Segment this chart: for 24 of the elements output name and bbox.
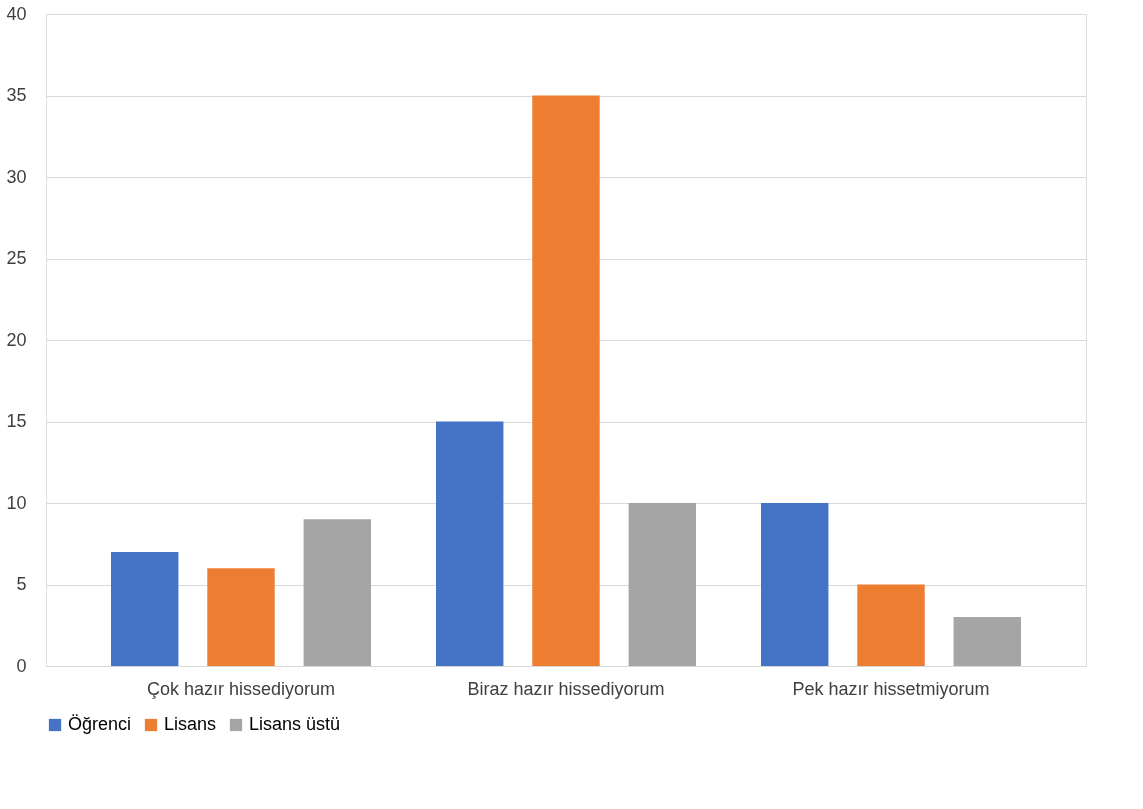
x-tick-label: Çok hazır hissediyorum	[146, 678, 336, 699]
legend-label: Lisans	[164, 714, 217, 734]
x-tick-label: Pek hazır hissetmiyorum	[792, 678, 990, 699]
legend-label: Lisans üstü	[249, 714, 341, 734]
y-tick-label: 10	[6, 492, 27, 513]
bar	[111, 551, 179, 666]
legend-label: Öğrenci	[68, 714, 132, 734]
y-tick-label: 35	[6, 85, 27, 105]
y-tick-label: 15	[6, 411, 27, 431]
y-tick-label: 40	[6, 3, 27, 24]
x-tick-label: Biraz hazır hissediyorum	[467, 678, 665, 699]
bar	[532, 95, 600, 666]
bar	[857, 584, 925, 666]
bar	[628, 503, 696, 666]
bar	[953, 617, 1021, 666]
y-tick-label: 25	[6, 248, 27, 268]
bar	[436, 421, 504, 666]
y-tick-label: 20	[6, 329, 27, 350]
y-tick-label: 5	[16, 574, 27, 594]
y-tick-label: 30	[6, 166, 27, 187]
bar	[207, 568, 275, 666]
bar	[303, 519, 371, 666]
bar	[761, 503, 829, 666]
y-tick-label: 0	[16, 655, 27, 676]
